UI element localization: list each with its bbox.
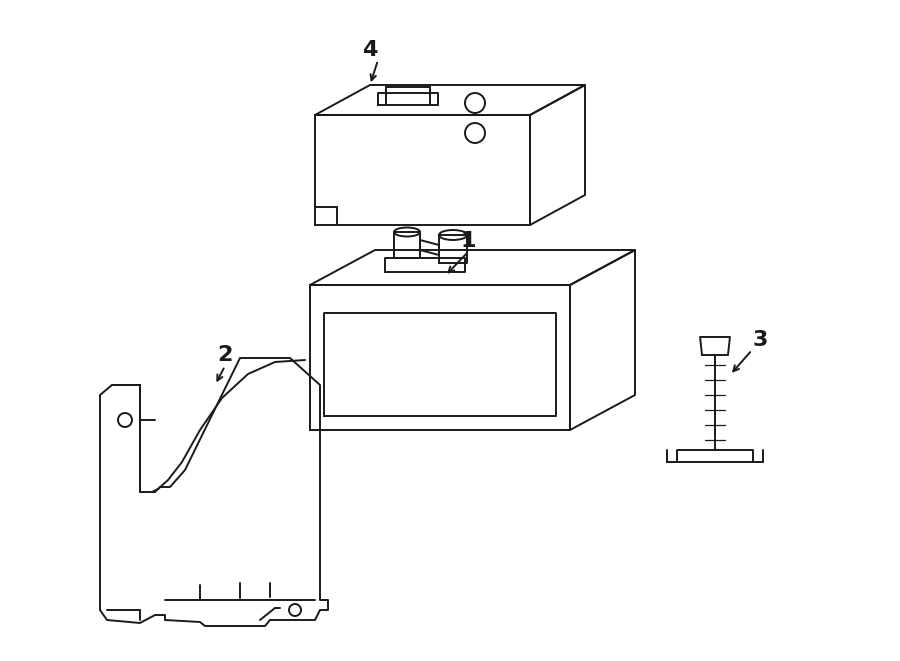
- Text: 4: 4: [363, 40, 378, 60]
- Text: 1: 1: [460, 231, 476, 251]
- Text: 2: 2: [217, 345, 233, 365]
- Text: 3: 3: [752, 330, 768, 350]
